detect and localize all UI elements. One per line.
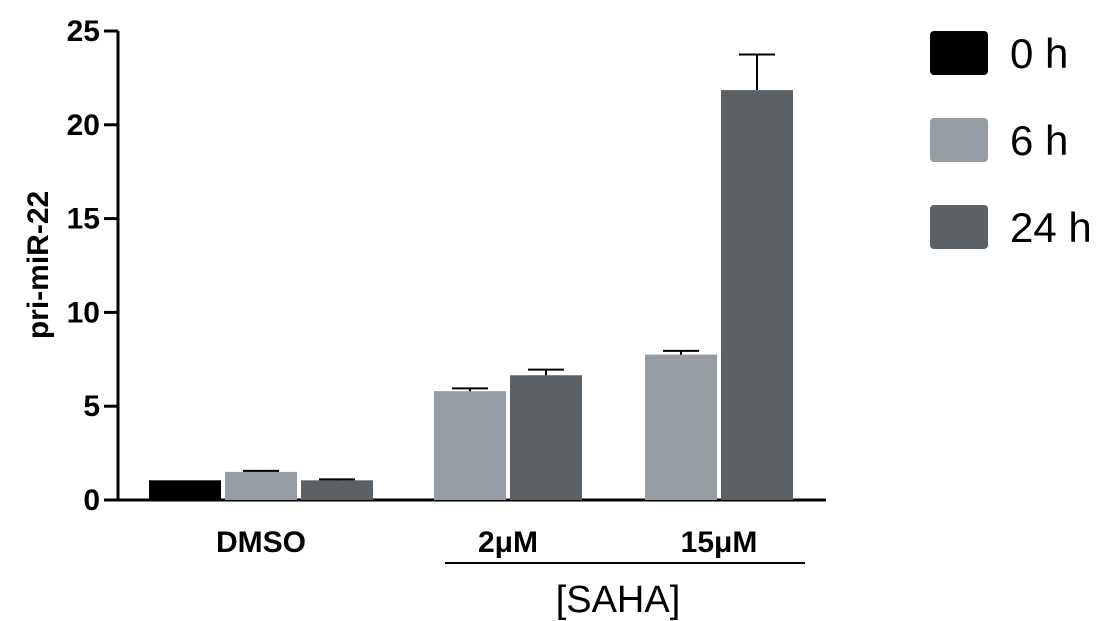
- group-bracket-label: [SAHA]: [556, 579, 681, 621]
- y-tick-label: 25: [67, 15, 100, 48]
- y-tick-label: 15: [67, 203, 100, 236]
- bar-6h-0: [225, 471, 297, 500]
- error-bars: [243, 53, 775, 481]
- bar-0h-0: [149, 480, 221, 500]
- y-tick-label: 10: [67, 296, 100, 329]
- y-ticks: 0 5 10 15 20 25: [67, 15, 118, 517]
- bar-24h-2: [721, 90, 793, 501]
- y-axis-label: pri-miR-22: [22, 191, 55, 339]
- x-category-label: DMSO: [216, 526, 306, 559]
- bar-24h-1: [510, 375, 582, 500]
- legend-label: 24 h: [1010, 204, 1092, 251]
- x-category-label: 15μM: [681, 526, 758, 559]
- bar-6h-2: [645, 354, 717, 500]
- bar-24h-0: [301, 480, 373, 500]
- y-tick-label: 20: [67, 109, 100, 142]
- y-tick-label: 0: [83, 484, 100, 517]
- legend-label: 6 h: [1010, 117, 1068, 164]
- legend-label: 0 h: [1010, 30, 1068, 77]
- legend-swatch: [930, 205, 988, 249]
- legend-swatch: [930, 31, 988, 75]
- y-tick-label: 5: [83, 390, 100, 423]
- x-category-label: 2μM: [478, 526, 538, 559]
- bars: [149, 90, 793, 501]
- legend: 0 h 6 h 24 h: [930, 30, 1092, 251]
- bar-6h-1: [434, 391, 506, 500]
- legend-swatch: [930, 118, 988, 162]
- category-labels: DMSO 2μM 15μM: [216, 526, 757, 559]
